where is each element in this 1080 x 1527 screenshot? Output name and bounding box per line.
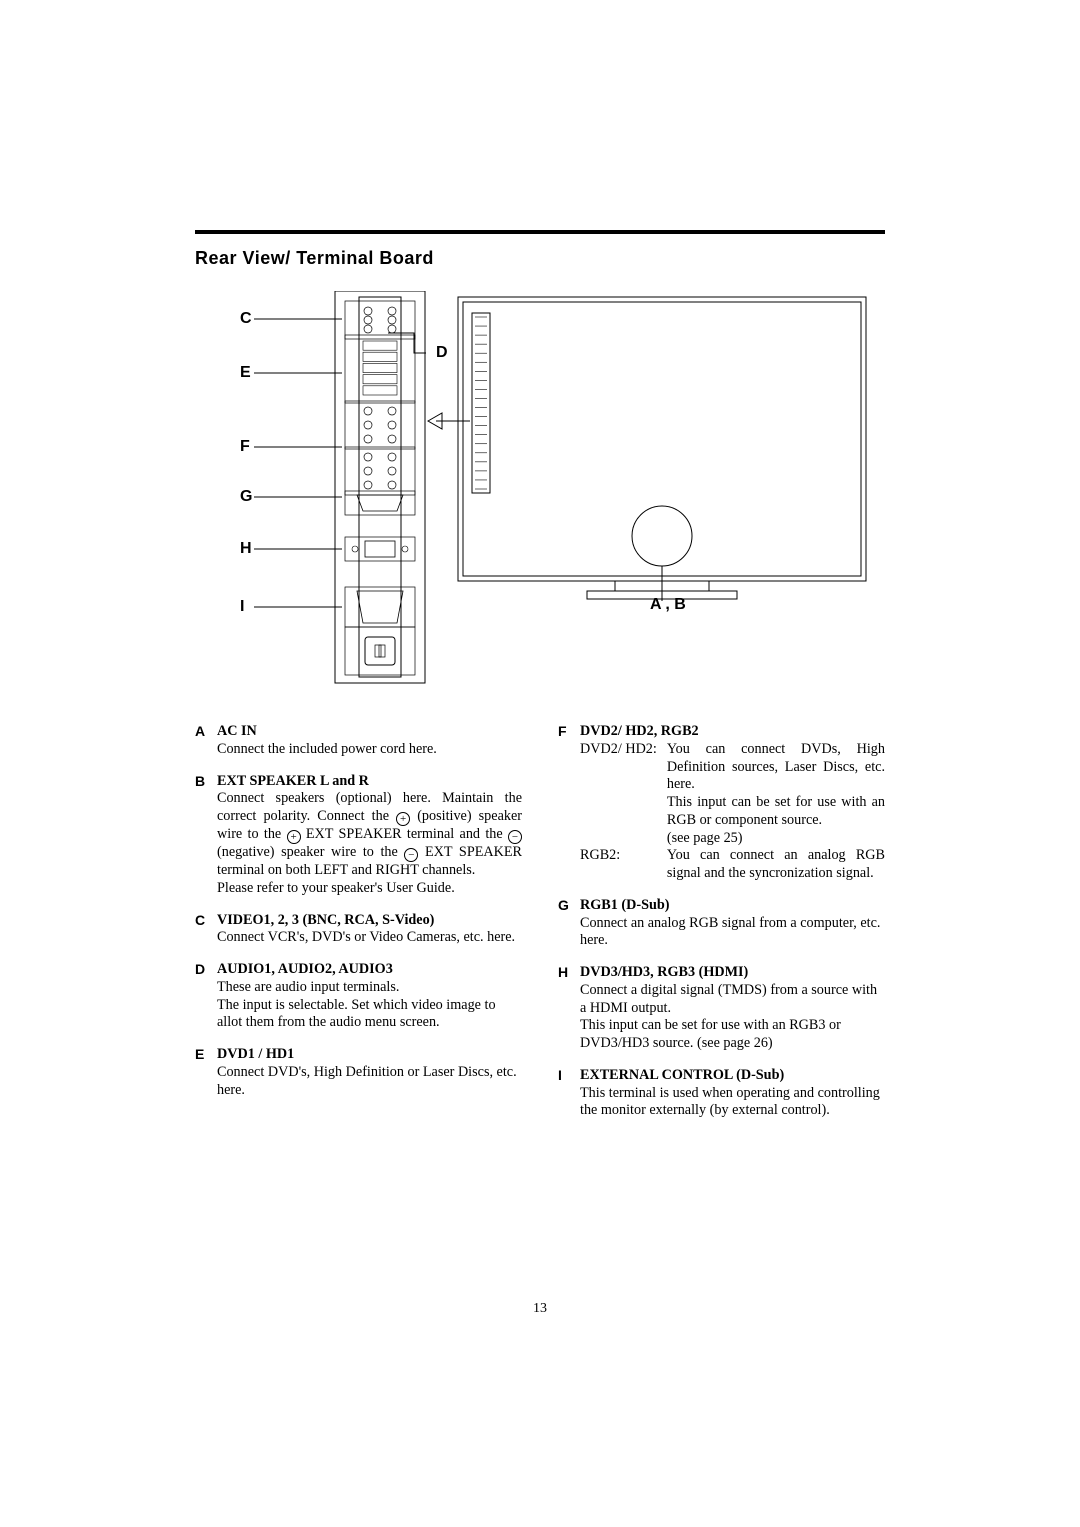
diagram-wrap: C D E F G H I A , B <box>195 291 885 691</box>
left-column: AAC INConnect the included power cord he… <box>195 723 522 1134</box>
item-desc: Connect VCR's, DVD's or Video Cameras, e… <box>217 929 522 947</box>
item-letter: F <box>558 723 580 883</box>
item-body: DVD1 / HD1Connect DVD's, High Definition… <box>217 1046 522 1099</box>
item-letter: A <box>195 723 217 759</box>
item-title: RGB1 (D-Sub) <box>580 897 885 915</box>
item-desc: These are audio input terminals.The inpu… <box>217 979 522 1032</box>
item-body: VIDEO1, 2, 3 (BNC, RCA, S-Video)Connect … <box>217 912 522 948</box>
item-D: DAUDIO1, AUDIO2, AUDIO3These are audio i… <box>195 961 522 1032</box>
item-desc: Connect speakers (optional) here. Mainta… <box>217 790 522 897</box>
item-desc: Connect DVD's, High Definition or Laser … <box>217 1064 522 1100</box>
item-body: EXT SPEAKER L and RConnect speakers (opt… <box>217 773 522 898</box>
item-body: AUDIO1, AUDIO2, AUDIO3These are audio in… <box>217 961 522 1032</box>
item-F: FDVD2/ HD2, RGB2DVD2/ HD2:You can connec… <box>558 723 885 883</box>
item-letter: D <box>195 961 217 1032</box>
item-G: GRGB1 (D-Sub)Connect an analog RGB signa… <box>558 897 885 950</box>
item-title: AUDIO1, AUDIO2, AUDIO3 <box>217 961 522 979</box>
item-title: EXT SPEAKER L and R <box>217 773 522 791</box>
item-body: EXTERNAL CONTROL (D-Sub)This terminal is… <box>580 1067 885 1120</box>
subrow: RGB2:You can connect an analog RGB signa… <box>580 847 885 883</box>
item-title: DVD3/HD3, RGB3 (HDMI) <box>580 964 885 982</box>
item-desc: This terminal is used when operating and… <box>580 1085 885 1121</box>
svg-text:C: C <box>240 310 252 327</box>
subval: You can connect an analog RGB signal and… <box>667 847 885 883</box>
item-C: CVIDEO1, 2, 3 (BNC, RCA, S-Video)Connect… <box>195 912 522 948</box>
item-title: DVD1 / HD1 <box>217 1046 522 1064</box>
item-letter: I <box>558 1067 580 1120</box>
subkey: DVD2/ HD2: <box>580 741 667 848</box>
item-letter: G <box>558 897 580 950</box>
svg-text:H: H <box>240 540 252 557</box>
item-body: RGB1 (D-Sub)Connect an analog RGB signal… <box>580 897 885 950</box>
item-desc: Connect the included power cord here. <box>217 741 522 759</box>
item-A: AAC INConnect the included power cord he… <box>195 723 522 759</box>
subval: You can connect DVDs, High Definition so… <box>667 741 885 848</box>
item-I: IEXTERNAL CONTROL (D-Sub)This terminal i… <box>558 1067 885 1120</box>
item-title: VIDEO1, 2, 3 (BNC, RCA, S-Video) <box>217 912 522 930</box>
page-number: 13 <box>0 1301 1080 1317</box>
top-rule <box>195 230 885 234</box>
description-columns: AAC INConnect the included power cord he… <box>195 723 885 1134</box>
item-title: EXTERNAL CONTROL (D-Sub) <box>580 1067 885 1085</box>
item-body: DVD3/HD3, RGB3 (HDMI)Connect a digital s… <box>580 964 885 1053</box>
item-title: AC IN <box>217 723 522 741</box>
item-desc: Connect an analog RGB signal from a comp… <box>580 915 885 951</box>
subrow: DVD2/ HD2:You can connect DVDs, High Def… <box>580 741 885 848</box>
svg-text:G: G <box>240 488 252 505</box>
svg-text:A , B: A , B <box>650 596 686 613</box>
subkey: RGB2: <box>580 847 667 883</box>
item-B: BEXT SPEAKER L and RConnect speakers (op… <box>195 773 522 898</box>
item-letter: B <box>195 773 217 898</box>
right-column: FDVD2/ HD2, RGB2DVD2/ HD2:You can connec… <box>558 723 885 1134</box>
item-letter: E <box>195 1046 217 1099</box>
section-title: Rear View/ Terminal Board <box>195 248 885 269</box>
item-letter: H <box>558 964 580 1053</box>
svg-text:E: E <box>240 364 251 381</box>
item-E: EDVD1 / HD1Connect DVD's, High Definitio… <box>195 1046 522 1099</box>
terminal-board-diagram: C D E F G H I A , B <box>210 291 870 691</box>
item-desc: Connect a digital signal (TMDS) from a s… <box>580 982 885 1053</box>
svg-text:I: I <box>240 598 244 615</box>
svg-text:F: F <box>240 438 250 455</box>
item-letter: C <box>195 912 217 948</box>
item-H: HDVD3/HD3, RGB3 (HDMI)Connect a digital … <box>558 964 885 1053</box>
item-subtable: DVD2/ HD2:You can connect DVDs, High Def… <box>580 741 885 883</box>
item-body: AC INConnect the included power cord her… <box>217 723 522 759</box>
item-body: DVD2/ HD2, RGB2DVD2/ HD2:You can connect… <box>580 723 885 883</box>
item-title: DVD2/ HD2, RGB2 <box>580 723 885 741</box>
svg-text:D: D <box>436 344 448 361</box>
